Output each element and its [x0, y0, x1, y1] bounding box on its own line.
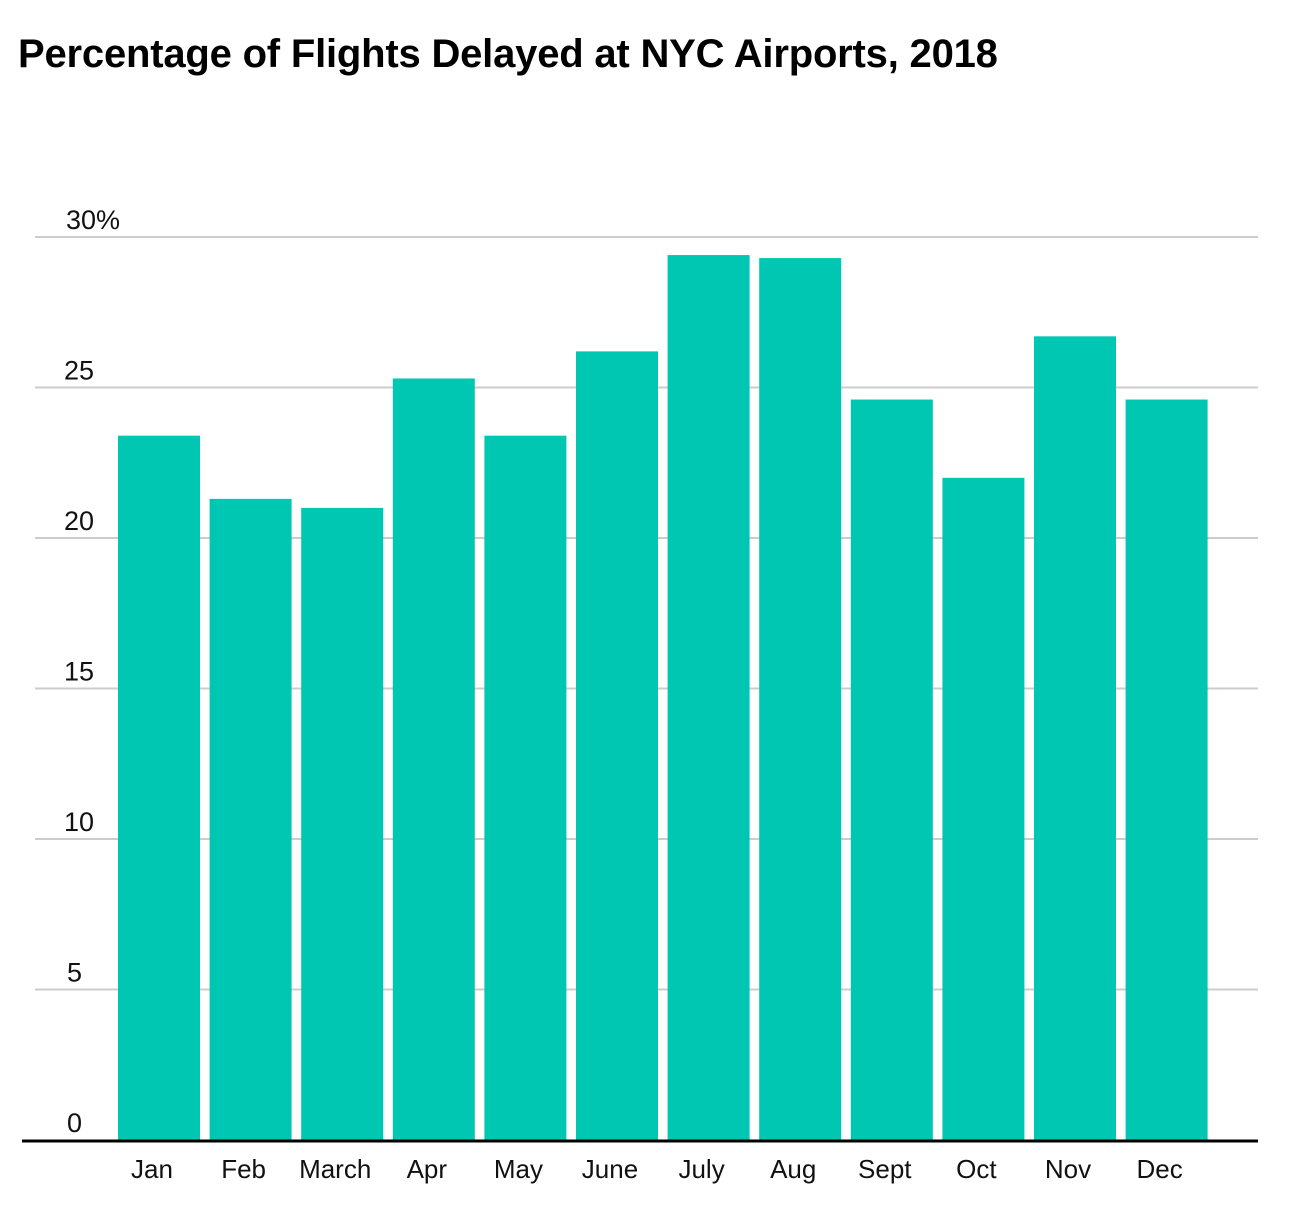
bar-aug — [759, 258, 842, 1140]
bar-june — [576, 351, 658, 1140]
y-tick-label-0: 0 — [67, 1108, 82, 1138]
x-tick-label-dec: Dec — [1136, 1154, 1182, 1184]
y-axis-ticks: 0 5 10 15 20 25 30% — [64, 205, 120, 1138]
chart-title: Percentage of Flights Delayed at NYC Air… — [18, 32, 998, 76]
y-tick-label-30: 30% — [66, 205, 120, 235]
x-tick-label-sept: Sept — [858, 1154, 912, 1184]
x-tick-label-may: May — [494, 1154, 543, 1184]
x-tick-label-oct: Oct — [956, 1154, 997, 1184]
y-tick-label-15: 15 — [64, 657, 94, 687]
bar-oct — [942, 477, 1025, 1140]
bar-july — [667, 255, 750, 1140]
x-tick-label-nov: Nov — [1045, 1154, 1091, 1184]
x-tick-label-aug: Aug — [770, 1154, 816, 1184]
bar-may — [484, 435, 567, 1140]
x-tick-label-jan: Jan — [131, 1154, 173, 1184]
y-tick-label-25: 25 — [64, 356, 94, 386]
bar-march — [301, 507, 384, 1140]
bars — [118, 255, 1208, 1141]
y-tick-label-5: 5 — [67, 958, 82, 988]
bar-sept — [850, 399, 933, 1140]
x-tick-label-apr: Apr — [407, 1154, 448, 1184]
x-tick-label-july: July — [678, 1154, 724, 1184]
x-axis-labels: Jan Feb March Apr May June July Aug Sept Oct Nov De… — [131, 1154, 1183, 1184]
bar-feb — [209, 498, 292, 1140]
bar-jan — [118, 435, 200, 1140]
x-tick-label-june: June — [582, 1154, 638, 1184]
bar-nov — [1034, 336, 1116, 1141]
x-tick-label-feb: Feb — [221, 1154, 266, 1184]
bar-dec — [1125, 399, 1208, 1140]
bar-apr — [392, 378, 475, 1141]
y-tick-label-20: 20 — [64, 506, 94, 536]
x-tick-label-march: March — [299, 1154, 371, 1184]
y-tick-label-10: 10 — [64, 807, 94, 837]
